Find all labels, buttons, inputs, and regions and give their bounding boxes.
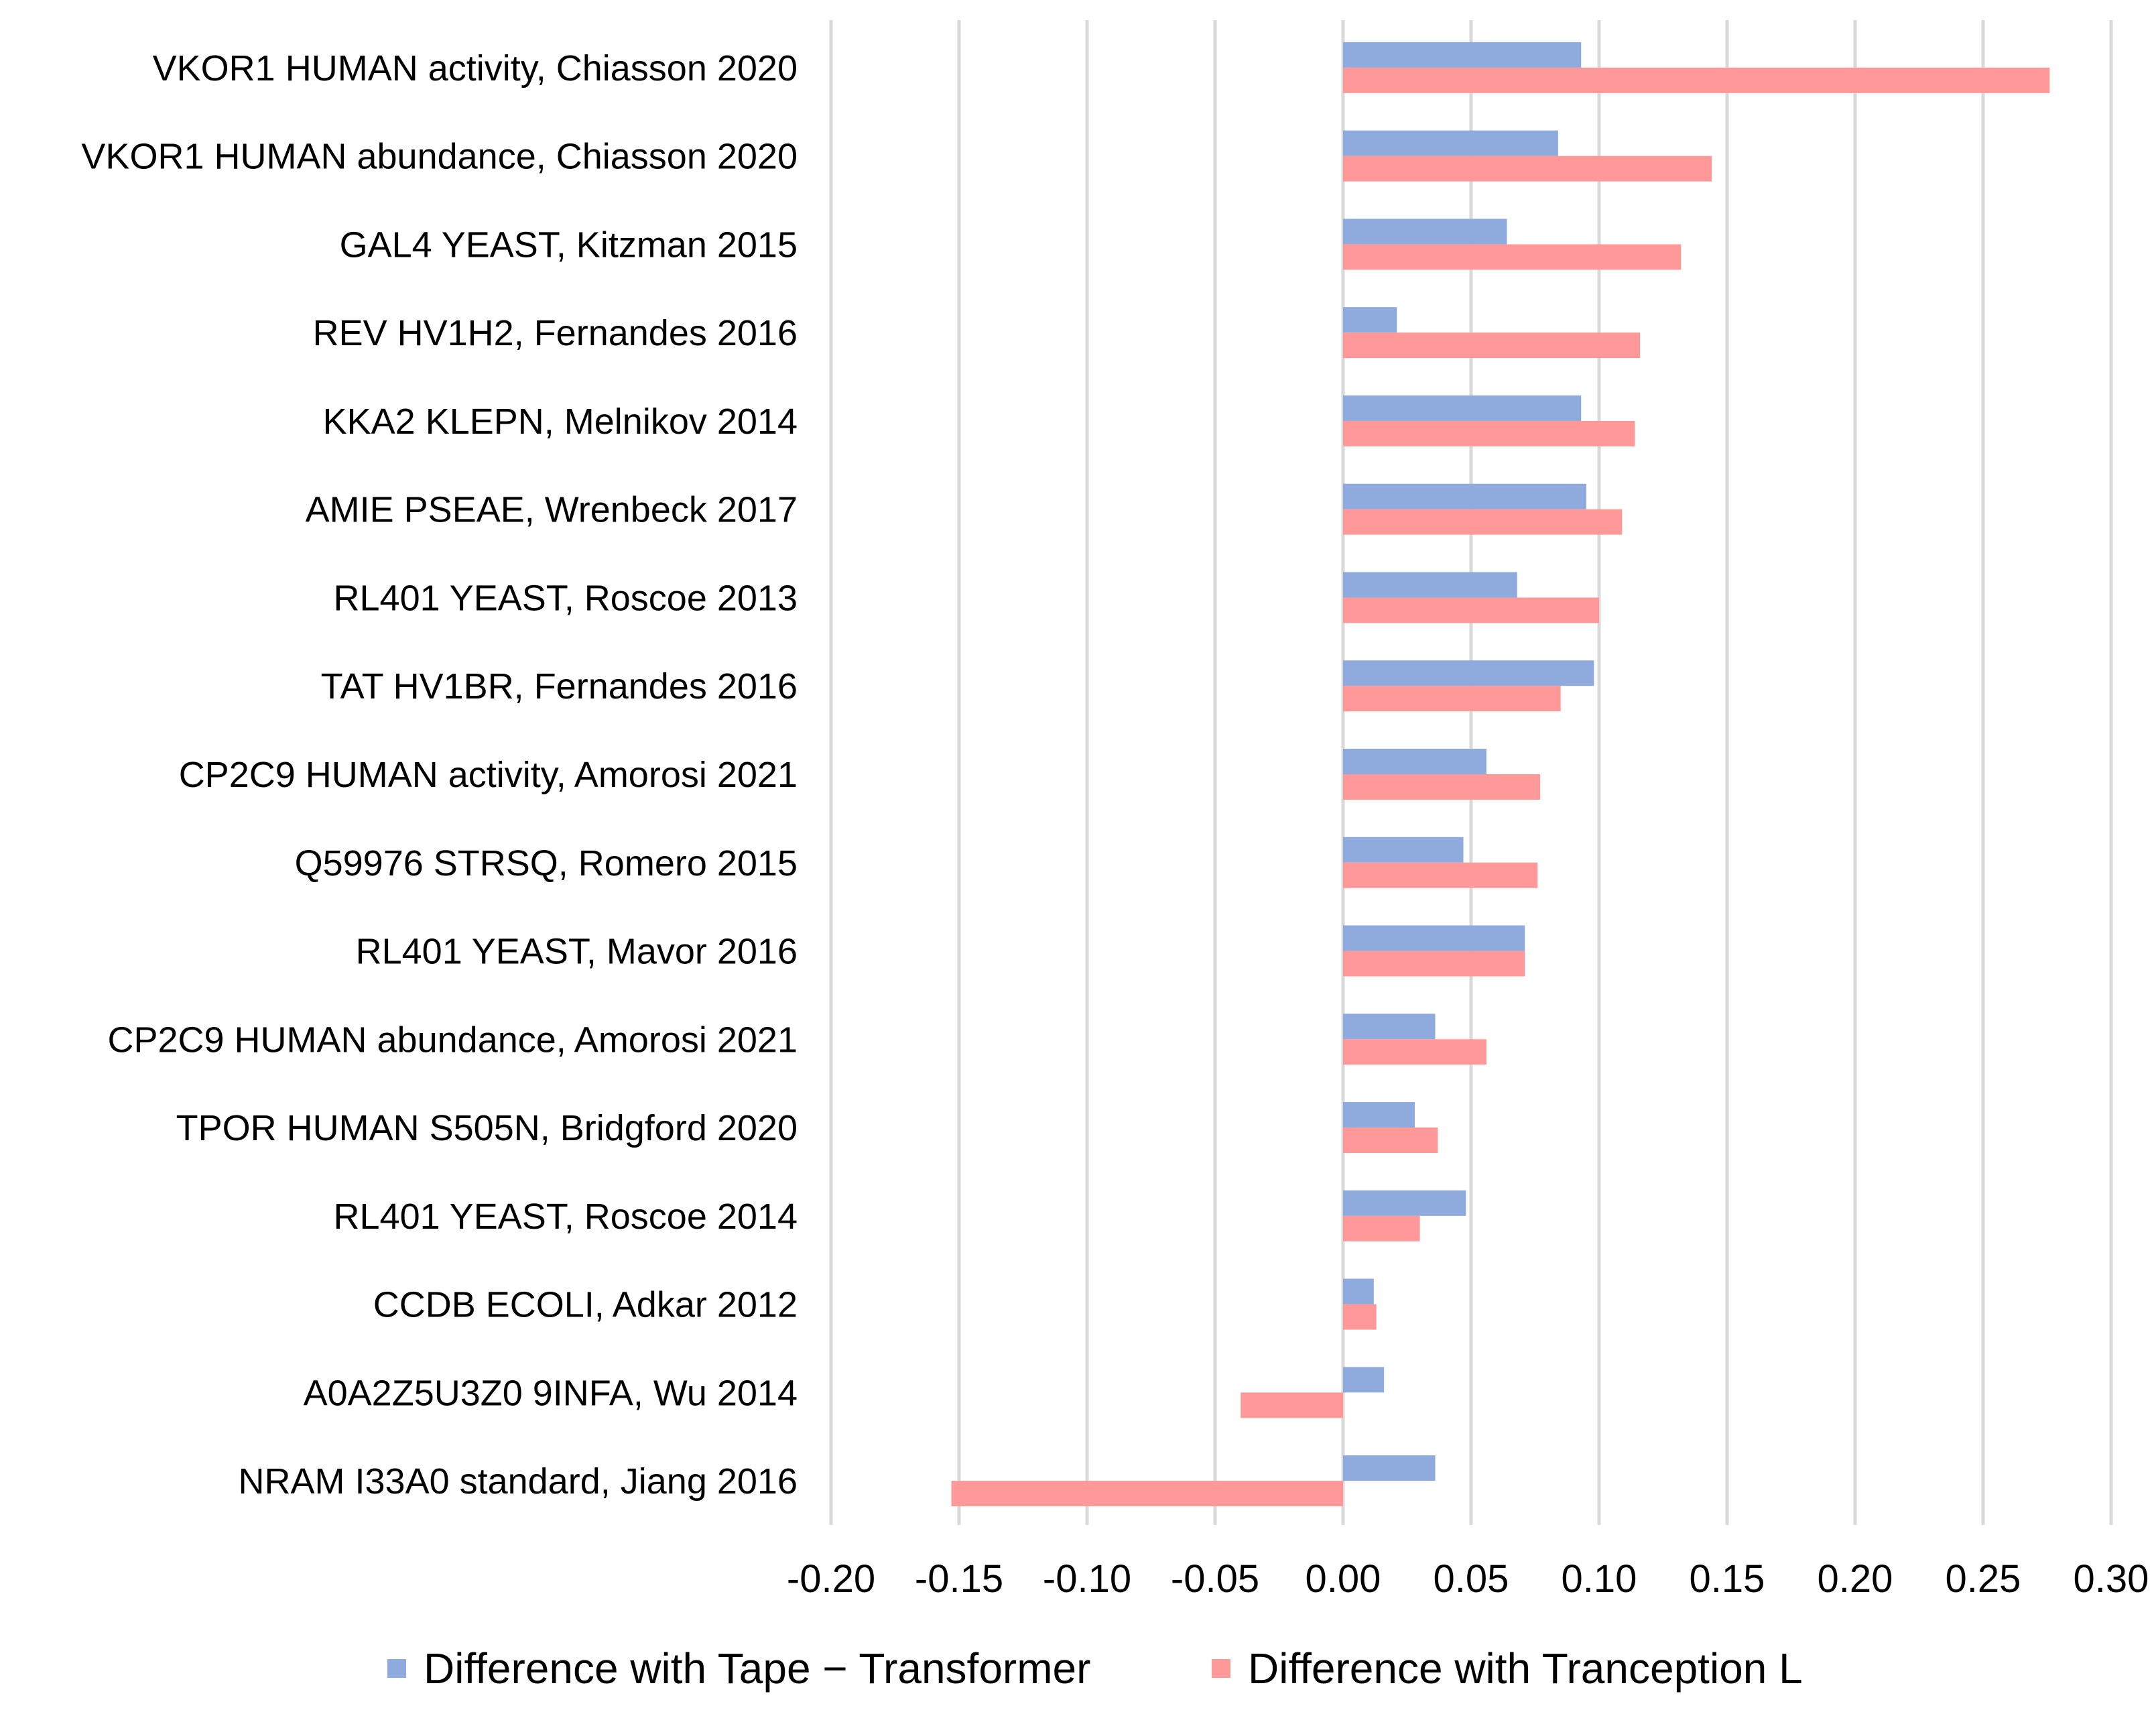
- bar-tranception-l-tat-hv1br-fernandes-2016: [1343, 686, 1561, 712]
- bar-tranception-l-q59976-strsq-romero-2015: [1343, 862, 1538, 888]
- bar-tranception-l-tpor-human-s505n-bridgford-2020: [1343, 1127, 1438, 1154]
- x-tick-label: -0.15: [915, 1557, 1003, 1601]
- category-label: CP2C9 HUMAN activity, Amorosi 2021: [179, 755, 798, 795]
- legend-swatch-tape-transformer: [387, 1659, 406, 1678]
- bar-tranception-l-gal4-yeast-kitzman-2015: [1343, 244, 1682, 270]
- bar-tape-transformer-rl401-yeast-mavor-2016: [1343, 925, 1525, 951]
- bar-tape-transformer-rl401-yeast-roscoe-2013: [1343, 572, 1517, 598]
- bar-tranception-l-vkor1-human-activity-chiasson-2020: [1343, 67, 2050, 93]
- x-tick-label: -0.05: [1171, 1557, 1259, 1601]
- legend: Difference with Tape − Transformer Diffe…: [387, 1644, 1803, 1693]
- bar-tranception-l-a0a2z5u3z0-9infa-wu-2014: [1241, 1392, 1343, 1418]
- bars: [951, 42, 2050, 1507]
- bar-tranception-l-rl401-yeast-roscoe-2013: [1343, 597, 1599, 623]
- x-tick-label: -0.10: [1043, 1557, 1131, 1601]
- category-label: AMIE PSEAE, Wrenbeck 2017: [306, 490, 798, 530]
- x-tick-label: -0.20: [787, 1557, 875, 1601]
- bar-tape-transformer-q59976-strsq-romero-2015: [1343, 837, 1464, 863]
- bar-tranception-l-amie-pseae-wrenbeck-2017: [1343, 509, 1623, 535]
- bar-tape-transformer-tpor-human-s505n-bridgford-2020: [1343, 1102, 1415, 1128]
- bar-tape-transformer-tat-hv1br-fernandes-2016: [1343, 660, 1594, 686]
- category-label: A0A2Z5U3Z0 9INFA, Wu 2014: [304, 1373, 798, 1413]
- bar-tape-transformer-ccdb-ecoli-adkar-2012: [1343, 1278, 1374, 1304]
- bar-tape-transformer-a0a2z5u3z0-9infa-wu-2014: [1343, 1367, 1385, 1393]
- bar-tape-transformer-kka2-klepn-melnikov-2014: [1343, 395, 1582, 421]
- x-tick-label: 0.15: [1690, 1557, 1765, 1601]
- x-tick-label: 0.25: [1946, 1557, 2021, 1601]
- bar-tape-transformer-amie-pseae-wrenbeck-2017: [1343, 483, 1586, 509]
- bar-tranception-l-rev-hv1h2-fernandes-2016: [1343, 332, 1641, 359]
- bar-tape-transformer-nram-i33a0-standard-jiang-2016: [1343, 1455, 1436, 1481]
- bar-tranception-l-nram-i33a0-standard-jiang-2016: [951, 1481, 1343, 1507]
- bar-tranception-l-kka2-klepn-melnikov-2014: [1343, 420, 1635, 446]
- category-label: RL401 YEAST, Roscoe 2013: [334, 578, 798, 618]
- bar-tape-transformer-vkor1-human-activity-chiasson-2020: [1343, 42, 1582, 68]
- legend-label-tape-transformer: Difference with Tape − Transformer: [424, 1644, 1090, 1693]
- legend-swatch-tranception-l: [1212, 1659, 1230, 1678]
- category-label: RL401 YEAST, Roscoe 2014: [334, 1197, 798, 1237]
- bar-tape-transformer-cp2c9-human-abundance-amorosi-2021: [1343, 1014, 1436, 1040]
- x-tick-label: 0.30: [2074, 1557, 2149, 1601]
- bar-tape-transformer-cp2c9-human-activity-amorosi-2021: [1343, 749, 1486, 774]
- category-label: VKOR1 HUMAN abundance, Chiasson 2020: [81, 137, 798, 177]
- category-labels: VKOR1 HUMAN activity, Chiasson 2020 VKOR1…: [81, 48, 798, 1502]
- bar-tranception-l-ccdb-ecoli-adkar-2012: [1343, 1304, 1377, 1330]
- bar-tranception-l-cp2c9-human-abundance-amorosi-2021: [1343, 1039, 1486, 1065]
- x-tick-label: 0.05: [1434, 1557, 1509, 1601]
- bar-tranception-l-cp2c9-human-activity-amorosi-2021: [1343, 774, 1541, 800]
- category-label: KKA2 KLEPN, Melnikov 2014: [323, 402, 798, 442]
- category-label: CCDB ECOLI, Adkar 2012: [373, 1285, 798, 1325]
- category-label: NRAM I33A0 standard, Jiang 2016: [239, 1461, 798, 1502]
- category-label: CP2C9 HUMAN abundance, Amorosi 2021: [107, 1020, 798, 1060]
- category-label: TAT HV1BR, Fernandes 2016: [321, 666, 798, 707]
- bar-tape-transformer-vkor1-human-abundance-chiasson-2020: [1343, 130, 1558, 156]
- bar-tranception-l-vkor1-human-abundance-chiasson-2020: [1343, 156, 1712, 182]
- category-label: VKOR1 HUMAN activity, Chiasson 2020: [153, 48, 798, 88]
- category-label: Q59976 STRSQ, Romero 2015: [295, 843, 798, 883]
- x-tick-label: 0.20: [1818, 1557, 1893, 1601]
- bar-tranception-l-rl401-yeast-mavor-2016: [1343, 951, 1525, 977]
- bar-tape-transformer-rev-hv1h2-fernandes-2016: [1343, 307, 1397, 333]
- category-label: TPOR HUMAN S505N, Bridgford 2020: [176, 1108, 798, 1148]
- category-label: GAL4 YEAST, Kitzman 2015: [340, 225, 798, 265]
- bar-tranception-l-rl401-yeast-roscoe-2014: [1343, 1215, 1420, 1241]
- x-axis-tick-labels: -0.20 -0.15 -0.10 -0.05 0.00 0.05 0.10 0.15 0.20…: [787, 1557, 2149, 1601]
- category-label: RL401 YEAST, Mavor 2016: [356, 932, 798, 972]
- legend-label-tranception-l: Difference with Tranception L: [1248, 1644, 1803, 1693]
- x-tick-label: 0.00: [1306, 1557, 1381, 1601]
- category-label: REV HV1H2, Fernandes 2016: [313, 313, 798, 353]
- bar-tape-transformer-gal4-yeast-kitzman-2015: [1343, 219, 1507, 245]
- x-tick-label: 0.10: [1562, 1557, 1637, 1601]
- bar-tape-transformer-rl401-yeast-roscoe-2014: [1343, 1190, 1466, 1216]
